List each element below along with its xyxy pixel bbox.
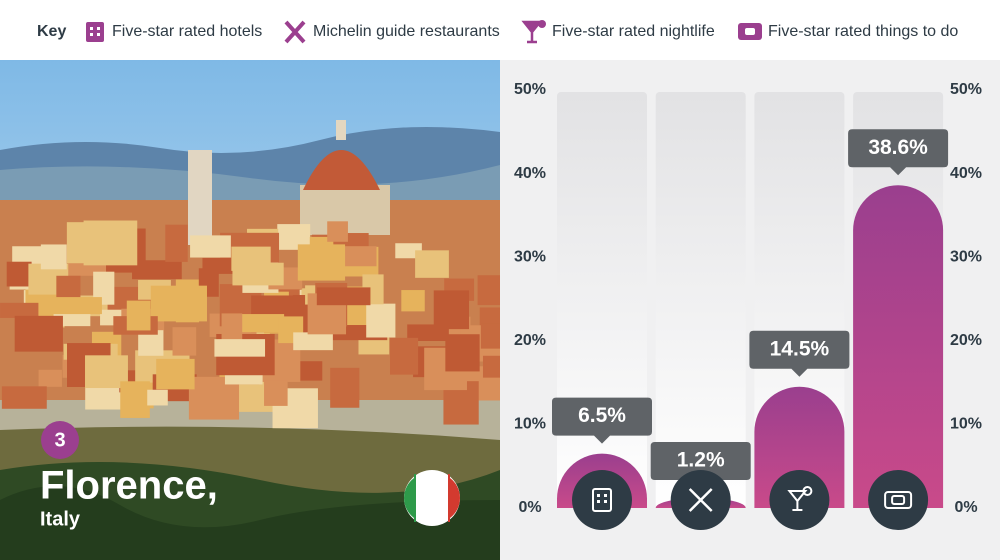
value-label-box (848, 129, 949, 176)
building (433, 290, 470, 330)
y-tick-label-right: 0% (954, 499, 977, 516)
category-icon-bg (572, 470, 632, 530)
country: Italy (40, 508, 81, 530)
building (93, 271, 115, 305)
value-label-box (650, 441, 751, 488)
bar-track (655, 92, 746, 508)
category-icon (592, 488, 612, 512)
category-icon (884, 491, 913, 509)
y-tick-label: 20% (514, 332, 546, 349)
legend-icons (86, 20, 762, 44)
y-tick-label: 30% (514, 248, 546, 265)
flag (404, 470, 460, 526)
y-tick-label-right: 30% (950, 248, 982, 265)
category-icon (688, 488, 713, 512)
building (51, 297, 102, 315)
y-tick-label: 0% (518, 499, 541, 516)
building (477, 275, 500, 306)
building (445, 334, 480, 372)
building (214, 339, 266, 357)
building (6, 261, 32, 287)
building (156, 358, 195, 390)
building (330, 367, 360, 408)
building (0, 302, 39, 318)
value-label: 38.6% (868, 136, 928, 159)
building (390, 337, 419, 375)
legend-label: Five-star rated nightlife (552, 23, 715, 40)
legend-label: Five-star rated hotels (112, 23, 262, 40)
legend-label: Five-star rated things to do (768, 23, 958, 40)
building (165, 224, 188, 262)
building (190, 235, 231, 258)
value-label-box (749, 330, 850, 377)
value-label-box (552, 397, 652, 444)
building (293, 332, 333, 351)
y-tick-label: 10% (514, 416, 546, 433)
legend-title: Key (37, 23, 66, 40)
building (38, 369, 62, 387)
building (232, 262, 284, 286)
building (132, 260, 182, 280)
building (120, 381, 150, 418)
bar (853, 185, 944, 508)
value-label: 14.5% (770, 337, 830, 360)
building (415, 250, 449, 278)
building (366, 303, 396, 338)
value-label: 6.5% (578, 404, 626, 427)
building (85, 387, 124, 410)
bar (754, 386, 845, 508)
building (264, 380, 288, 406)
y-tick-label-right: 10% (950, 416, 982, 433)
city: Florence, (40, 464, 218, 508)
y-tick-label: 50% (514, 81, 546, 98)
bar-track (557, 92, 647, 508)
building (172, 327, 197, 356)
building (14, 315, 63, 352)
building (147, 389, 168, 406)
building (1, 386, 47, 409)
building (480, 323, 500, 349)
y-tick-label-right: 50% (950, 81, 982, 98)
building (401, 290, 425, 312)
building (316, 287, 371, 306)
category-icon (787, 486, 813, 511)
trees (0, 486, 500, 560)
building (482, 355, 500, 378)
building (327, 221, 348, 242)
y-tick-label: 40% (514, 165, 546, 182)
header (0, 0, 1000, 60)
category-icon-bg (868, 470, 929, 530)
y-tick-label-right: 40% (950, 165, 982, 182)
legend-label: Michelin guide restaurants (313, 23, 500, 40)
value-label: 1.2% (677, 449, 725, 472)
building (150, 285, 207, 322)
building (66, 222, 117, 264)
building (40, 244, 67, 270)
y-tick-label-right: 20% (950, 332, 982, 349)
rank: 3 (54, 429, 65, 451)
rank-badge (41, 421, 79, 459)
building (126, 300, 151, 331)
building (297, 244, 346, 281)
